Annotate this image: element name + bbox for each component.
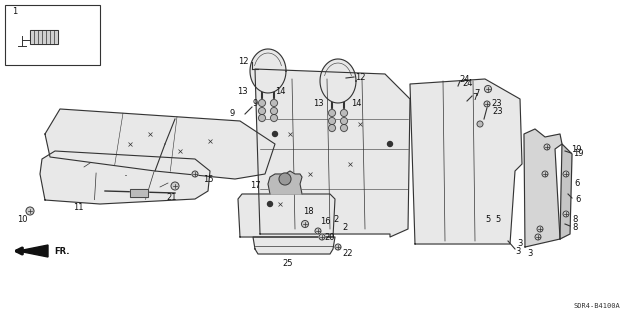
Text: 11: 11 bbox=[73, 203, 83, 211]
Circle shape bbox=[26, 207, 34, 215]
Circle shape bbox=[328, 117, 335, 124]
Polygon shape bbox=[250, 49, 286, 93]
Bar bbox=[130, 189, 148, 197]
Text: 9: 9 bbox=[229, 109, 235, 118]
Text: 3: 3 bbox=[515, 247, 521, 256]
Polygon shape bbox=[255, 69, 410, 237]
Text: 21: 21 bbox=[167, 192, 177, 202]
Text: 19: 19 bbox=[571, 145, 581, 153]
Circle shape bbox=[335, 244, 341, 250]
Text: FR.: FR. bbox=[54, 247, 70, 256]
Circle shape bbox=[484, 101, 490, 107]
Circle shape bbox=[328, 109, 335, 116]
Text: 16: 16 bbox=[320, 217, 330, 226]
Text: 17: 17 bbox=[250, 182, 260, 190]
Text: 13: 13 bbox=[313, 100, 323, 108]
Circle shape bbox=[537, 226, 543, 232]
Text: 24: 24 bbox=[460, 75, 470, 84]
Text: 2: 2 bbox=[333, 214, 339, 224]
Circle shape bbox=[563, 211, 569, 217]
Bar bbox=[30, 30, 58, 44]
Text: 23: 23 bbox=[493, 107, 503, 115]
Circle shape bbox=[268, 202, 273, 206]
Bar bbox=[30, 30, 58, 44]
Text: 7: 7 bbox=[472, 93, 477, 101]
Polygon shape bbox=[320, 59, 356, 103]
Circle shape bbox=[271, 115, 278, 122]
Text: 23: 23 bbox=[492, 100, 502, 108]
Text: 6: 6 bbox=[574, 180, 580, 189]
Polygon shape bbox=[410, 79, 522, 244]
Text: 3: 3 bbox=[527, 249, 532, 258]
Circle shape bbox=[192, 171, 198, 177]
Text: 14: 14 bbox=[351, 100, 361, 108]
Text: 19: 19 bbox=[573, 150, 583, 159]
Text: 7: 7 bbox=[474, 90, 480, 99]
Text: 12: 12 bbox=[237, 57, 248, 66]
Text: 13: 13 bbox=[237, 86, 247, 95]
Circle shape bbox=[315, 228, 321, 234]
Text: 3: 3 bbox=[517, 240, 523, 249]
Circle shape bbox=[259, 108, 266, 115]
Text: 5: 5 bbox=[485, 214, 491, 224]
Circle shape bbox=[542, 171, 548, 177]
Circle shape bbox=[319, 234, 325, 240]
Text: 8: 8 bbox=[572, 222, 578, 232]
Polygon shape bbox=[560, 144, 572, 239]
Polygon shape bbox=[40, 151, 210, 204]
Text: 14: 14 bbox=[275, 86, 285, 95]
Text: 20: 20 bbox=[324, 233, 335, 241]
Text: 8: 8 bbox=[572, 214, 578, 224]
Circle shape bbox=[171, 182, 179, 190]
Circle shape bbox=[484, 85, 492, 93]
Circle shape bbox=[340, 109, 348, 116]
Text: SDR4-B4100A: SDR4-B4100A bbox=[573, 303, 620, 309]
Polygon shape bbox=[238, 194, 335, 237]
Circle shape bbox=[563, 171, 569, 177]
Text: 10: 10 bbox=[17, 214, 28, 224]
Circle shape bbox=[477, 121, 483, 127]
Text: 9: 9 bbox=[252, 100, 258, 108]
Bar bbox=[130, 189, 148, 197]
Text: 5: 5 bbox=[495, 214, 500, 224]
Polygon shape bbox=[253, 237, 335, 254]
Text: 18: 18 bbox=[303, 207, 314, 217]
Text: 1: 1 bbox=[12, 8, 18, 17]
Circle shape bbox=[340, 117, 348, 124]
Text: 22: 22 bbox=[343, 249, 353, 258]
Circle shape bbox=[271, 100, 278, 107]
Circle shape bbox=[279, 173, 291, 185]
Circle shape bbox=[259, 100, 266, 107]
Text: 24: 24 bbox=[463, 79, 473, 88]
Circle shape bbox=[544, 144, 550, 150]
Polygon shape bbox=[268, 171, 302, 194]
Polygon shape bbox=[524, 129, 562, 247]
Circle shape bbox=[387, 142, 392, 146]
Circle shape bbox=[259, 115, 266, 122]
Text: 12: 12 bbox=[355, 72, 365, 81]
Circle shape bbox=[301, 220, 308, 227]
Circle shape bbox=[271, 108, 278, 115]
Text: 6: 6 bbox=[575, 195, 580, 204]
Text: 15: 15 bbox=[203, 174, 213, 183]
Polygon shape bbox=[45, 109, 275, 179]
Circle shape bbox=[535, 234, 541, 240]
Circle shape bbox=[328, 124, 335, 131]
Circle shape bbox=[340, 124, 348, 131]
Text: 2: 2 bbox=[342, 222, 348, 232]
Circle shape bbox=[273, 131, 278, 137]
Bar bbox=[5, 5, 100, 65]
Polygon shape bbox=[18, 245, 48, 257]
Text: 25: 25 bbox=[283, 259, 293, 269]
